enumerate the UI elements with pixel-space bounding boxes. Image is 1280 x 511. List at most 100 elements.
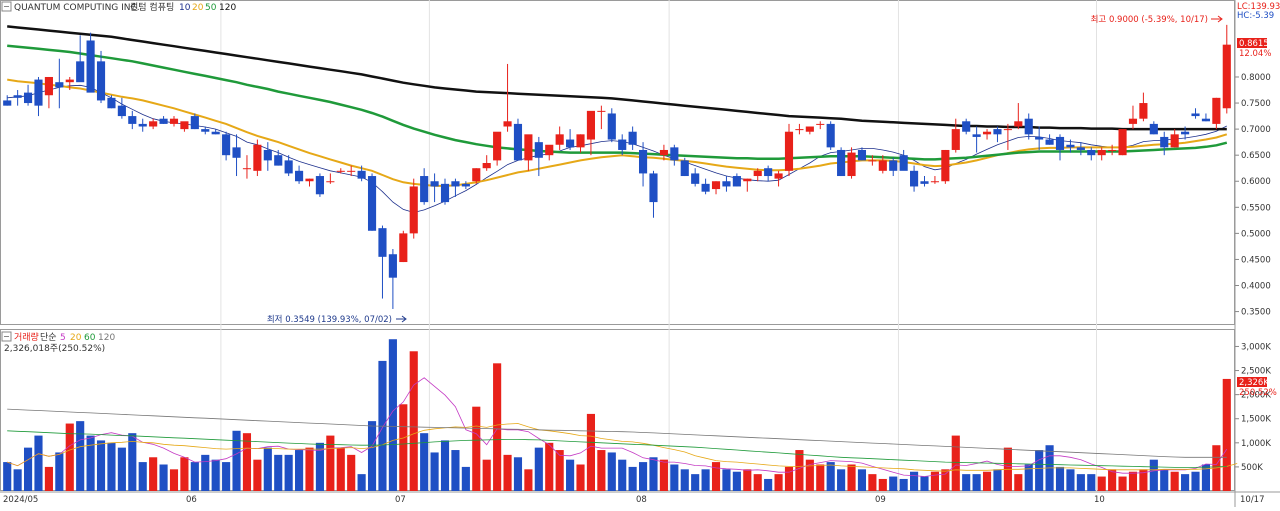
volume-bar — [513, 457, 523, 491]
candle — [659, 144, 668, 161]
volume-bar — [1055, 466, 1065, 491]
last-price-label: 0.8615 — [1239, 39, 1269, 49]
candle — [347, 165, 356, 177]
month-gridlines — [220, 0, 1097, 491]
volume-bar — [1024, 464, 1033, 491]
candle — [1222, 24, 1231, 114]
ma50-label: 50 — [205, 3, 217, 13]
volume-bar — [440, 440, 450, 491]
candle-body — [242, 168, 252, 170]
volume-bar — [1108, 469, 1117, 491]
volume-ma-prefix: 단순 — [40, 332, 57, 343]
price-tick-label: 0.6000 — [1241, 177, 1271, 187]
candle — [711, 181, 721, 195]
volume-tick-label: 500K — [1241, 463, 1263, 473]
volume-bar — [638, 462, 648, 491]
candle-body — [524, 134, 533, 161]
volume-bar — [1222, 378, 1231, 491]
volume-bar — [555, 450, 564, 491]
candle — [1076, 142, 1085, 156]
volume-bar — [190, 462, 199, 491]
candle — [1014, 103, 1023, 130]
volume-bar — [1118, 476, 1127, 491]
candle — [1066, 139, 1075, 153]
candle — [1118, 129, 1127, 156]
candle-body — [816, 123, 825, 125]
candle-body — [409, 186, 418, 234]
candle-body — [378, 228, 387, 257]
candle-body — [566, 139, 575, 148]
volume-bar — [169, 469, 179, 491]
volume-bar — [117, 447, 126, 491]
volume-bar — [576, 464, 585, 491]
volume-bar — [399, 404, 408, 491]
candle-body — [1097, 149, 1106, 156]
candle — [222, 131, 231, 161]
candle-body — [680, 160, 689, 177]
volume-bar — [107, 442, 116, 491]
candle-body — [1160, 136, 1169, 148]
candle — [576, 134, 585, 153]
candle-body — [1181, 131, 1190, 135]
candle-body — [222, 134, 231, 156]
candle-body — [670, 147, 679, 161]
volume-bar — [993, 469, 1002, 491]
volume-bar — [899, 478, 908, 491]
candle — [826, 121, 835, 150]
candle-body — [847, 152, 856, 177]
volume-bar — [149, 457, 158, 491]
candle-body — [826, 123, 835, 148]
candle — [628, 126, 637, 150]
volume-bar — [764, 478, 773, 491]
candle — [837, 147, 846, 177]
volume-bar — [1149, 459, 1158, 491]
candle — [138, 118, 147, 132]
candle — [1139, 92, 1148, 122]
volume-bar — [1087, 474, 1096, 491]
last-price-badge — [1237, 38, 1267, 48]
last-change-label: 12.04% — [1239, 49, 1271, 59]
candle — [117, 97, 126, 119]
candle-body — [1149, 123, 1158, 135]
candle — [232, 134, 241, 177]
volume-bar — [743, 469, 752, 491]
x-label-jun: 06 — [186, 495, 197, 505]
volume-bar — [711, 462, 721, 491]
candle — [274, 149, 283, 166]
candle — [805, 126, 814, 135]
volume-bar — [795, 450, 804, 491]
x-label-start: 2024/05 — [3, 495, 38, 505]
candle — [545, 144, 554, 161]
candle-body — [586, 110, 596, 140]
volume-bar — [44, 466, 53, 491]
candle — [1212, 97, 1221, 130]
volume-ma-60-line — [7, 430, 1227, 468]
candle — [1003, 123, 1012, 150]
candle — [420, 168, 429, 205]
volume-bar — [34, 435, 43, 491]
candle-body — [1191, 113, 1200, 117]
candle-body — [857, 149, 867, 161]
volume-bar — [1097, 476, 1106, 491]
candle — [1024, 113, 1033, 140]
candle — [555, 126, 564, 150]
candle-body — [503, 121, 512, 127]
volume-tick-label: 2,000K — [1241, 391, 1271, 401]
volume-bar — [315, 442, 324, 491]
volume-axis: 500K 1,000K 1,500K 2,000K 2,500K 3,000K — [1235, 342, 1271, 473]
volume-bar — [545, 442, 554, 491]
volume-bar — [607, 452, 616, 491]
candle — [670, 144, 679, 166]
volume-bar — [430, 452, 439, 491]
volume-bar — [951, 435, 960, 491]
candle-body — [545, 144, 554, 156]
high-annotation: 최고 0.9000 (-5.39%, 10/17) — [1091, 14, 1208, 25]
candle — [3, 95, 12, 106]
candle-body — [941, 149, 950, 182]
volume-bar — [649, 457, 658, 491]
candlesticks — [3, 24, 1231, 309]
lc-label: LC:139.93 — [1237, 2, 1280, 12]
candle — [784, 123, 794, 177]
candle — [472, 168, 481, 184]
volume-bar — [274, 454, 283, 491]
